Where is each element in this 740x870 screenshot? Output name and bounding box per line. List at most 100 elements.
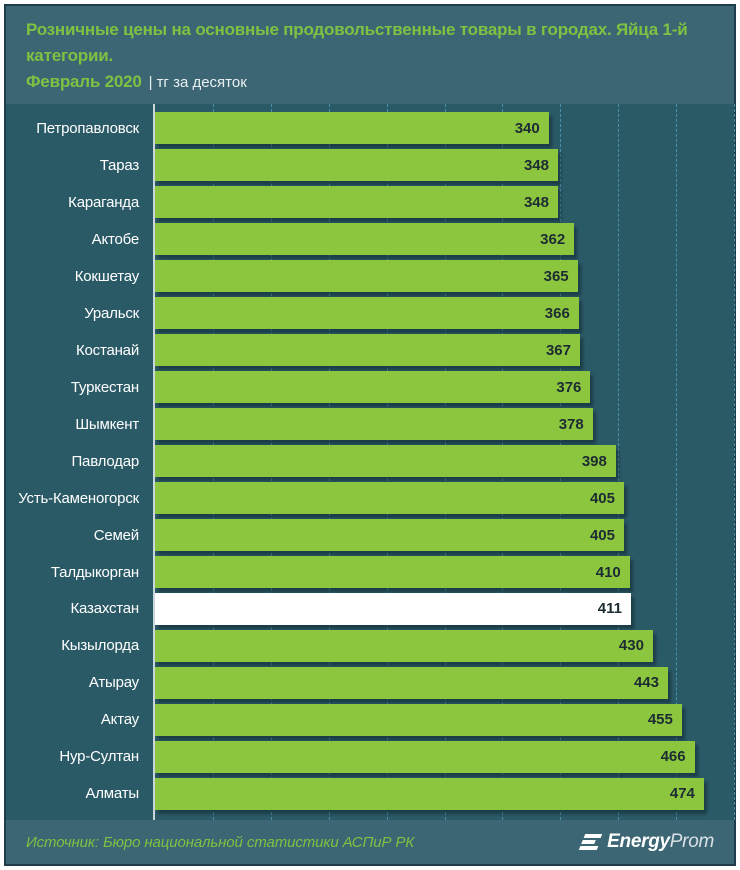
category-label: Караганда [68, 193, 139, 211]
category-label: Нур-Султан [59, 748, 139, 766]
bar-highlight: 411 [155, 592, 631, 625]
bar: 474 [155, 777, 704, 810]
category-label: Шымкент [75, 415, 139, 433]
gridline [618, 104, 620, 820]
bar-row: Казахстан 411 [6, 592, 734, 625]
logo-text-light: Prom [669, 831, 715, 852]
bar: 443 [155, 666, 668, 699]
bar: 348 [155, 149, 558, 182]
bar: 398 [155, 445, 616, 478]
bar-track: 376 [155, 371, 734, 404]
title-separator: | [148, 74, 153, 91]
bar: 366 [155, 297, 579, 330]
value-label: 405 [589, 489, 615, 507]
value-label: 410 [595, 563, 621, 581]
bar: 405 [155, 519, 624, 552]
category-label: Кызылорда [61, 637, 139, 655]
value-label: 348 [523, 156, 549, 174]
bar: 405 [155, 482, 624, 515]
bar-row: Актобе 362 [6, 223, 734, 256]
bar-row: Петропавловск 340 [6, 112, 734, 145]
bar-track: 430 [155, 629, 734, 662]
bar-row: Уральск 366 [6, 297, 734, 330]
category-label: Петропавловск [36, 119, 139, 137]
bar-chart: Петропавловск 340 Тараз 348 Караганда 348 Акто… [6, 104, 735, 820]
chart-period: Февраль 2020 [26, 72, 142, 91]
category-label: Павлодар [71, 452, 139, 470]
bar-track: 348 [155, 149, 734, 182]
bar: 376 [155, 371, 591, 404]
bar-track: 455 [155, 703, 734, 736]
value-label: 474 [669, 785, 695, 803]
bar-track: 366 [155, 297, 734, 330]
category-label: Алматы [85, 785, 139, 803]
energyprom-wordmark: EnergyProm [607, 831, 714, 853]
bar-track: 365 [155, 260, 734, 293]
bar-track: 362 [155, 223, 734, 256]
chart-card: Розничные цены на основные продовольстве… [4, 4, 736, 866]
bar-row: Павлодар 398 [6, 445, 734, 478]
bar: 340 [155, 112, 549, 145]
bar-row: Туркестан 376 [6, 371, 734, 404]
category-label: Актау [100, 711, 139, 729]
y-axis-line [153, 104, 155, 820]
chart-unit: тг за десяток [156, 74, 247, 91]
bar-row: Шымкент 378 [6, 408, 734, 441]
bar: 455 [155, 703, 682, 736]
bar-row: Атырау 443 [6, 666, 734, 699]
value-label: 366 [544, 304, 570, 322]
bar-row: Тараз 348 [6, 149, 734, 182]
bar: 367 [155, 334, 580, 367]
value-label: 367 [545, 341, 571, 359]
bar-row: Костанай 367 [6, 334, 734, 367]
bar-track: 405 [155, 482, 734, 515]
energyprom-e-icon [578, 834, 603, 850]
category-label: Талдыкорган [50, 563, 139, 581]
value-label: 378 [558, 415, 584, 433]
bar-row: Нур-Султан 466 [6, 740, 734, 773]
category-label: Туркестан [70, 378, 139, 396]
bar-track: 410 [155, 556, 734, 589]
category-label: Костанай [75, 341, 139, 359]
chart-footer: Источник: Бюро национальной статистики А… [6, 820, 734, 864]
category-label: Казахстан [70, 600, 140, 618]
chart-subtitle: Февраль 2020 | тг за десяток [26, 70, 714, 94]
bar-rows: Петропавловск 340 Тараз 348 Караганда 348 Акто… [6, 112, 734, 810]
bar-row: Талдыкорган 410 [6, 556, 734, 589]
category-label: Кокшетау [74, 267, 139, 285]
value-label: 362 [540, 230, 566, 248]
bar-track: 443 [155, 666, 734, 699]
bar-track: 398 [155, 445, 734, 478]
bar-row: Караганда 348 [6, 186, 734, 219]
logo-text-bold: Energy [607, 831, 670, 852]
bar-track: 348 [155, 186, 734, 219]
bar: 410 [155, 556, 630, 589]
value-label: 443 [633, 674, 659, 692]
category-label: Актобе [91, 230, 140, 248]
bar: 430 [155, 629, 653, 662]
bar-row: Алматы 474 [6, 777, 734, 810]
bar-track: 340 [155, 112, 734, 145]
bar: 378 [155, 408, 593, 441]
bar: 348 [155, 186, 558, 219]
value-label: 365 [543, 267, 569, 285]
bar: 466 [155, 740, 695, 773]
bar-track: 411 [155, 592, 734, 625]
value-label: 398 [581, 452, 607, 470]
bar: 365 [155, 260, 578, 293]
bar-row: Кызылорда 430 [6, 629, 734, 662]
bar-row: Семей 405 [6, 519, 734, 552]
source-text: Источник: Бюро национальной статистики А… [26, 833, 415, 851]
value-label: 340 [514, 119, 540, 137]
category-label: Семей [93, 526, 139, 544]
chart-header: Розничные цены на основные продовольстве… [6, 6, 734, 105]
value-label: 455 [647, 711, 673, 729]
chart-title: Розничные цены на основные продовольстве… [26, 20, 688, 65]
bar-track: 405 [155, 519, 734, 552]
value-label: 430 [618, 637, 644, 655]
bar-row: Усть-Каменогорск 405 [6, 482, 734, 515]
value-label: 466 [660, 748, 686, 766]
category-label: Атырау [88, 674, 139, 692]
bar-track: 474 [155, 777, 734, 810]
value-label: 411 [597, 600, 622, 618]
